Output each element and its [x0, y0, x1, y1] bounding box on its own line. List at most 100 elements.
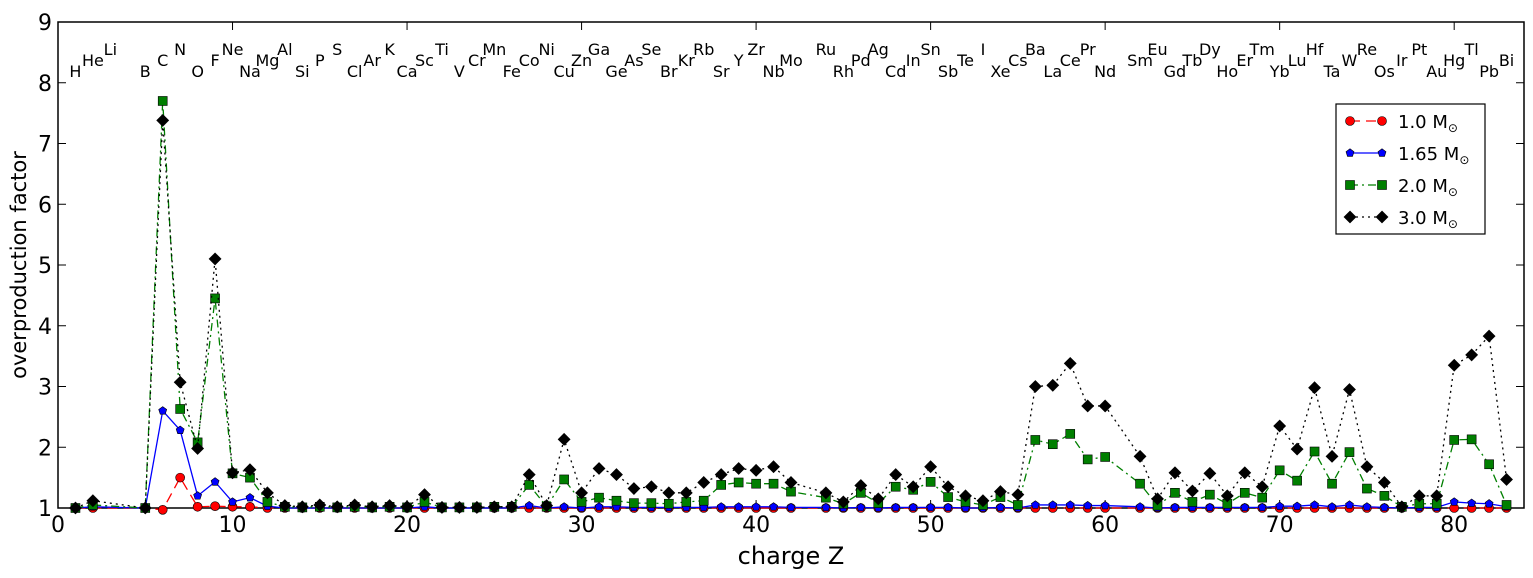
element-label: Ho	[1216, 62, 1238, 81]
data-point	[175, 404, 185, 414]
data-point	[487, 500, 501, 514]
legend-marker	[1375, 210, 1389, 224]
data-point	[470, 500, 484, 514]
data-point	[784, 476, 798, 489]
y-axis-label: overproduction factor	[7, 151, 31, 379]
data-point	[1362, 502, 1372, 511]
data-point	[418, 488, 431, 502]
data-point	[1170, 502, 1180, 512]
data-point	[714, 468, 728, 482]
data-point	[138, 501, 152, 515]
element-label: Ar	[363, 51, 381, 70]
data-point	[716, 502, 726, 511]
x-tick-label: 80	[1440, 513, 1468, 538]
data-point	[1151, 492, 1164, 506]
data-point	[943, 492, 953, 502]
x-tick-label: 70	[1266, 513, 1294, 538]
data-point	[559, 474, 569, 485]
series-layer	[69, 96, 1513, 515]
element-label: Rb	[693, 40, 714, 59]
data-point	[908, 502, 918, 512]
data-point	[1205, 502, 1215, 512]
data-point	[1273, 419, 1287, 433]
data-point	[540, 499, 554, 512]
element-label: Ce	[1060, 51, 1081, 70]
data-point	[1135, 478, 1145, 489]
element-label: Br	[660, 62, 678, 81]
legend-marker	[1345, 116, 1355, 126]
element-label: Sm	[1127, 51, 1153, 70]
data-point	[156, 113, 170, 127]
element-label: Cr	[468, 51, 486, 70]
data-point	[592, 462, 606, 475]
element-label: C	[157, 51, 168, 70]
element-label: Si	[295, 62, 310, 81]
data-point	[524, 480, 535, 490]
data-point	[1100, 500, 1110, 510]
data-point	[1379, 491, 1390, 501]
legend-label: 1.65 M⊙	[1398, 144, 1469, 167]
element-label: Ir	[1396, 51, 1408, 70]
element-label: Er	[1236, 51, 1253, 70]
y-tick-label: 7	[38, 133, 52, 158]
data-point	[976, 494, 990, 508]
data-point	[941, 480, 955, 494]
element-label: Cl	[347, 62, 363, 81]
y-tick-label: 1	[38, 497, 52, 522]
element-label: V	[454, 62, 465, 81]
x-tick-label: 20	[393, 513, 421, 538]
data-point	[996, 502, 1005, 512]
data-point	[1240, 502, 1250, 512]
element-label: Mn	[482, 40, 506, 59]
data-point	[1377, 476, 1391, 489]
element-label: B	[140, 62, 151, 81]
element-label: Tm	[1249, 40, 1275, 59]
data-point	[836, 495, 850, 509]
data-point	[1135, 502, 1145, 511]
data-point	[1292, 475, 1302, 486]
data-point	[557, 432, 571, 446]
element-label: Pt	[1411, 40, 1427, 59]
element-label: K	[384, 40, 395, 59]
element-label: Cd	[885, 62, 906, 81]
data-point	[173, 375, 187, 389]
element-label: Yb	[1269, 62, 1290, 81]
element-label: Kr	[678, 51, 695, 70]
data-point	[1360, 460, 1374, 474]
data-point	[627, 482, 641, 495]
data-point	[1310, 500, 1319, 509]
data-point	[383, 499, 397, 512]
data-point	[245, 493, 255, 502]
data-point	[158, 406, 168, 415]
element-label: Ta	[1323, 62, 1341, 81]
data-point	[210, 477, 220, 486]
data-point	[191, 442, 205, 455]
data-point	[175, 425, 185, 434]
element-label: Se	[641, 40, 661, 59]
data-point	[716, 480, 726, 490]
data-point	[575, 486, 588, 500]
data-point	[400, 500, 414, 514]
data-point	[1065, 500, 1075, 509]
element-label: Na	[239, 62, 261, 81]
data-point	[1344, 447, 1355, 457]
element-label: Al	[277, 40, 292, 59]
data-point	[243, 463, 257, 477]
element-label: Lu	[1288, 51, 1307, 70]
axis-ticks: 0 10 20 30 40 50 60 70 80 1 2 3 4 5 6 7 8 9	[38, 11, 1524, 538]
data-point	[1100, 452, 1110, 462]
element-label: Xe	[990, 62, 1010, 81]
data-point	[1327, 502, 1337, 511]
data-point	[1500, 473, 1513, 486]
data-point	[348, 498, 362, 512]
data-point	[313, 498, 327, 512]
data-point	[295, 500, 309, 514]
data-point	[629, 498, 639, 508]
data-point	[943, 502, 953, 512]
data-point	[994, 485, 1007, 499]
element-label: S	[332, 40, 342, 59]
data-point	[1412, 489, 1426, 503]
data-point	[1484, 459, 1494, 470]
plot-frame	[57, 21, 1525, 509]
series-3	[69, 113, 1513, 515]
